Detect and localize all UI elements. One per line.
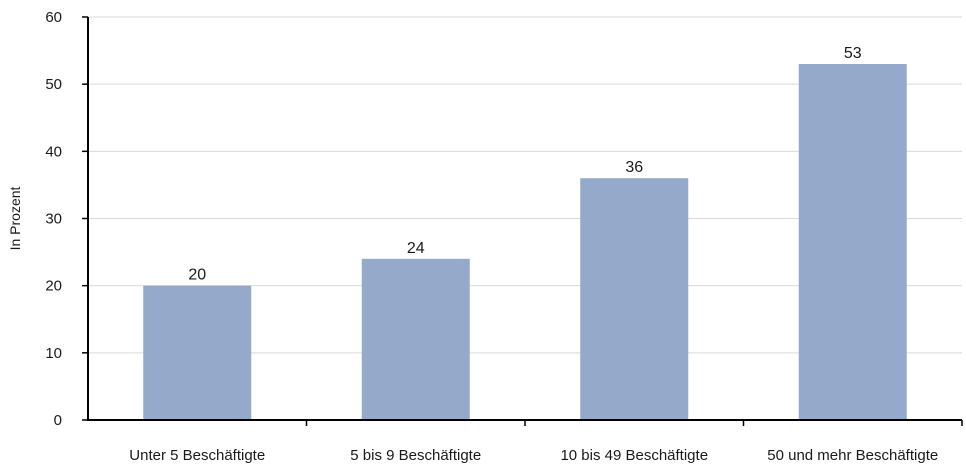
y-tick-label: 20 <box>45 278 62 295</box>
bar <box>798 64 907 421</box>
bar <box>143 285 252 420</box>
y-tick-label: 10 <box>45 345 62 362</box>
labels: 20 24 36 53 0 10 20 30 40 50 60 Unter 5 Beschäftigt… <box>45 9 938 464</box>
y-tick-label: 30 <box>45 211 62 228</box>
x-tick-label: 10 bis 49 Beschäftigte <box>560 447 708 464</box>
y-tick-label: 50 <box>45 76 62 93</box>
data-label: 20 <box>188 267 206 284</box>
y-tick-label: 40 <box>45 143 62 160</box>
x-tick-label: 50 und mehr Beschäftigte <box>767 447 938 464</box>
bars <box>143 64 907 421</box>
data-label: 24 <box>407 240 425 257</box>
bar <box>361 258 470 420</box>
data-label: 53 <box>844 45 862 62</box>
x-tick-label: Unter 5 Beschäftigte <box>129 447 265 464</box>
x-tick-label: 5 bis 9 Beschäftigte <box>350 447 481 464</box>
y-tick-label: 60 <box>45 9 62 26</box>
axes <box>82 16 963 426</box>
data-label: 36 <box>625 159 643 176</box>
y-tick-label: 0 <box>54 412 62 429</box>
bar <box>580 178 689 420</box>
y-axis-title: In Prozent <box>7 186 23 250</box>
